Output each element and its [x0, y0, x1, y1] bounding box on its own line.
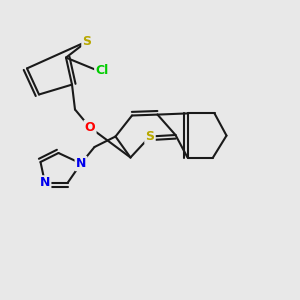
Text: S: S [146, 130, 154, 143]
Text: O: O [85, 121, 95, 134]
Text: N: N [76, 157, 86, 170]
Text: S: S [82, 35, 91, 48]
Text: N: N [40, 176, 50, 190]
Text: Cl: Cl [95, 64, 109, 77]
